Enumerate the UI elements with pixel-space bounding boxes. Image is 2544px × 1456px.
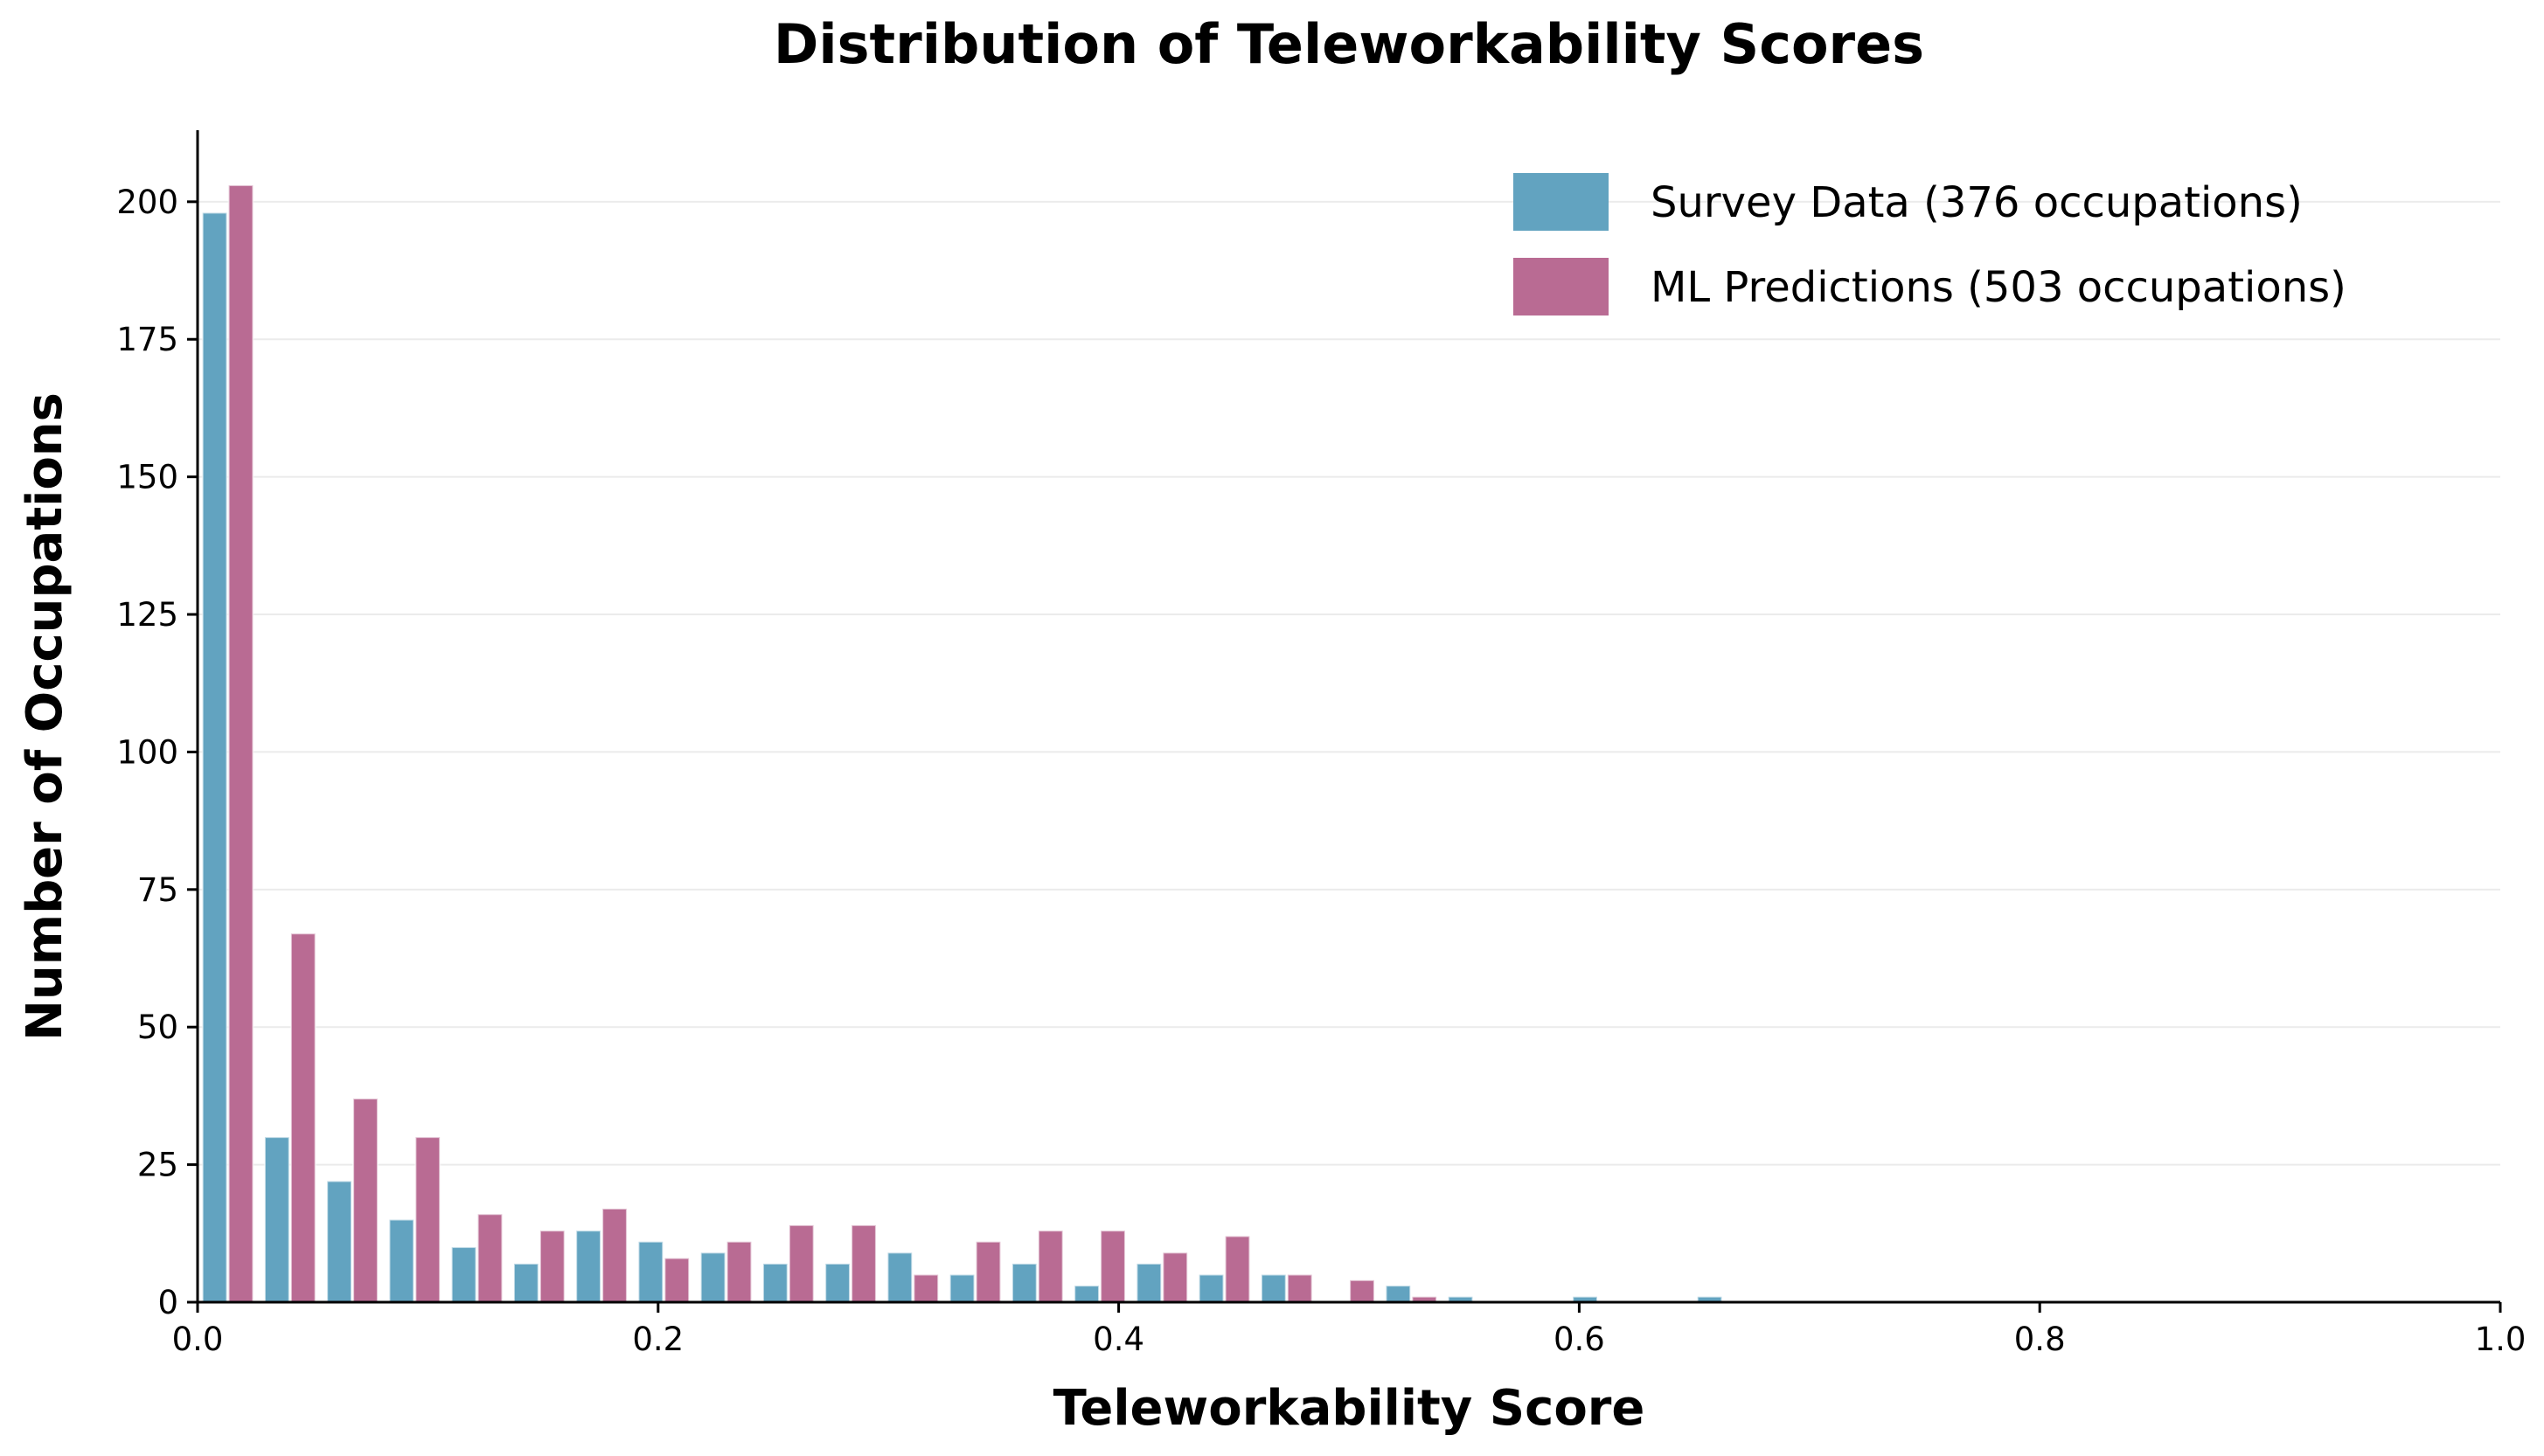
survey-bar (949, 1273, 976, 1303)
survey-bar (1074, 1285, 1100, 1303)
survey-bar (388, 1218, 415, 1303)
ml-bar (975, 1240, 1002, 1303)
legend-swatch (1513, 173, 1609, 231)
ml-bar (414, 1136, 441, 1303)
chart-title: Distribution of Teleworkability Scores (774, 12, 1924, 76)
axes: 0 25 50 75 100 125 150 175 200 0.0 0.2 0.4 0.6 0.8 1.0 (116, 130, 2526, 1358)
y-axis-label: Number of Occupations (17, 392, 73, 1041)
survey-bar (1260, 1273, 1287, 1303)
ml-bar (1100, 1230, 1126, 1303)
x-tick-label: 0.2 (632, 1321, 684, 1358)
survey-bar (263, 1136, 290, 1303)
y-tick-label: 75 (137, 871, 178, 909)
x-tick-label: 0.8 (2014, 1321, 2066, 1358)
x-tick-label: 0.4 (1093, 1321, 1144, 1358)
ml-bar (1286, 1273, 1313, 1303)
x-axis-label: Teleworkability Score (1053, 1380, 1645, 1437)
x-tick-label: 0.0 (172, 1321, 224, 1358)
x-tick-label: 0.6 (1554, 1321, 1605, 1358)
ml-bar (1037, 1230, 1064, 1303)
legend: Survey Data (376 occupations) ML Predicti… (1513, 173, 2346, 315)
survey-bar (1011, 1262, 1038, 1303)
survey-bar (1198, 1273, 1225, 1303)
y-tick-label: 50 (137, 1009, 178, 1046)
survey-bar (326, 1180, 352, 1303)
ml-bar (1349, 1279, 1375, 1303)
ml-bar (788, 1224, 815, 1303)
y-tick-label: 150 (116, 459, 178, 496)
legend-swatch (1513, 258, 1609, 315)
bars (201, 184, 1723, 1304)
survey-bar (824, 1262, 851, 1303)
ml-bar (476, 1213, 504, 1303)
ml-bar (851, 1224, 877, 1303)
ml-bar (1224, 1235, 1251, 1303)
y-tick-label: 0 (157, 1284, 178, 1321)
ml-bar (289, 933, 316, 1303)
survey-bar (512, 1262, 539, 1303)
survey-bar (1385, 1285, 1412, 1303)
ml-bar (913, 1273, 940, 1303)
legend-label: ML Predictions (503 occupations) (1651, 263, 2346, 312)
survey-bar (450, 1246, 477, 1303)
y-tick-label: 200 (116, 184, 178, 221)
ml-bar (664, 1257, 691, 1303)
y-tick-label: 175 (116, 321, 178, 358)
x-tick-label: 1.0 (2475, 1321, 2527, 1358)
survey-bar (886, 1251, 914, 1303)
survey-bar (637, 1240, 664, 1303)
gridlines (198, 200, 2500, 1166)
survey-bar (575, 1230, 601, 1303)
survey-bar (699, 1251, 726, 1303)
legend-label: Survey Data (376 occupations) (1651, 178, 2303, 227)
ml-bar (227, 184, 254, 1303)
ml-bar (1162, 1251, 1189, 1303)
ml-bar (726, 1240, 753, 1303)
ml-bar (539, 1230, 566, 1303)
survey-bar (1136, 1262, 1163, 1303)
ml-bar (601, 1207, 628, 1303)
y-tick-label: 125 (116, 596, 178, 634)
y-tick-label: 100 (116, 733, 178, 771)
survey-bar (761, 1262, 789, 1303)
survey-bar (201, 211, 228, 1303)
ml-bar (352, 1098, 379, 1304)
y-tick-label: 25 (137, 1147, 178, 1184)
